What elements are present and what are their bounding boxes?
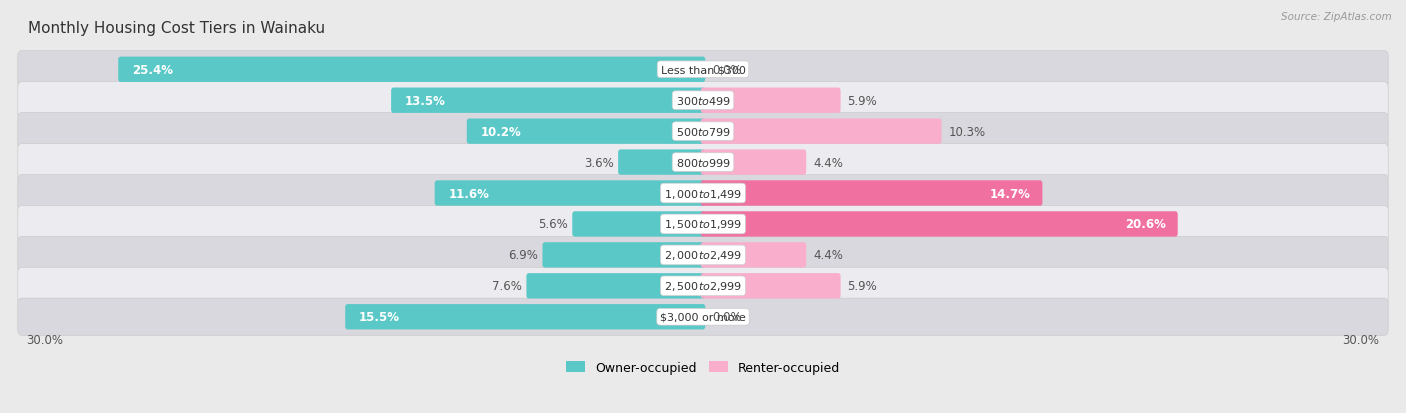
Text: 5.6%: 5.6% — [538, 218, 568, 231]
Text: 10.3%: 10.3% — [949, 125, 986, 138]
Text: 14.7%: 14.7% — [990, 187, 1031, 200]
Text: $500 to $799: $500 to $799 — [675, 126, 731, 138]
FancyBboxPatch shape — [118, 57, 706, 83]
Text: 0.0%: 0.0% — [713, 311, 742, 323]
FancyBboxPatch shape — [18, 113, 1388, 150]
FancyBboxPatch shape — [700, 273, 841, 299]
Text: 3.6%: 3.6% — [583, 156, 613, 169]
FancyBboxPatch shape — [700, 150, 806, 176]
FancyBboxPatch shape — [572, 212, 706, 237]
FancyBboxPatch shape — [18, 144, 1388, 181]
Text: 5.9%: 5.9% — [848, 280, 877, 293]
Text: 15.5%: 15.5% — [359, 311, 399, 323]
Text: $800 to $999: $800 to $999 — [675, 157, 731, 169]
Text: 25.4%: 25.4% — [132, 64, 173, 76]
Text: $300 to $499: $300 to $499 — [675, 95, 731, 107]
Text: 0.0%: 0.0% — [713, 64, 742, 76]
Text: 10.2%: 10.2% — [481, 125, 522, 138]
FancyBboxPatch shape — [526, 273, 706, 299]
FancyBboxPatch shape — [434, 181, 706, 206]
Text: 20.6%: 20.6% — [1125, 218, 1166, 231]
FancyBboxPatch shape — [18, 52, 1388, 89]
FancyBboxPatch shape — [700, 88, 841, 114]
FancyBboxPatch shape — [467, 119, 706, 145]
Text: 6.9%: 6.9% — [508, 249, 538, 262]
Text: $3,000 or more: $3,000 or more — [661, 312, 745, 322]
Text: 4.4%: 4.4% — [813, 156, 844, 169]
FancyBboxPatch shape — [391, 88, 706, 114]
FancyBboxPatch shape — [18, 299, 1388, 335]
Text: Monthly Housing Cost Tiers in Wainaku: Monthly Housing Cost Tiers in Wainaku — [28, 21, 325, 36]
FancyBboxPatch shape — [700, 212, 1178, 237]
FancyBboxPatch shape — [700, 119, 942, 145]
FancyBboxPatch shape — [18, 83, 1388, 119]
FancyBboxPatch shape — [18, 175, 1388, 212]
Text: 13.5%: 13.5% — [405, 95, 446, 107]
FancyBboxPatch shape — [18, 237, 1388, 274]
Text: 5.9%: 5.9% — [848, 95, 877, 107]
Text: 7.6%: 7.6% — [492, 280, 522, 293]
FancyBboxPatch shape — [543, 242, 706, 268]
Legend: Owner-occupied, Renter-occupied: Owner-occupied, Renter-occupied — [561, 356, 845, 379]
FancyBboxPatch shape — [700, 181, 1042, 206]
FancyBboxPatch shape — [18, 268, 1388, 305]
FancyBboxPatch shape — [700, 242, 806, 268]
Text: 30.0%: 30.0% — [27, 334, 63, 347]
Text: 4.4%: 4.4% — [813, 249, 844, 262]
Text: $2,000 to $2,499: $2,000 to $2,499 — [664, 249, 742, 262]
Text: $1,000 to $1,499: $1,000 to $1,499 — [664, 187, 742, 200]
Text: Less than $300: Less than $300 — [661, 65, 745, 75]
Text: 30.0%: 30.0% — [1343, 334, 1379, 347]
FancyBboxPatch shape — [619, 150, 706, 176]
Text: 11.6%: 11.6% — [449, 187, 489, 200]
Text: Source: ZipAtlas.com: Source: ZipAtlas.com — [1281, 12, 1392, 22]
Text: $2,500 to $2,999: $2,500 to $2,999 — [664, 280, 742, 293]
Text: $1,500 to $1,999: $1,500 to $1,999 — [664, 218, 742, 231]
FancyBboxPatch shape — [18, 206, 1388, 243]
FancyBboxPatch shape — [346, 304, 706, 330]
